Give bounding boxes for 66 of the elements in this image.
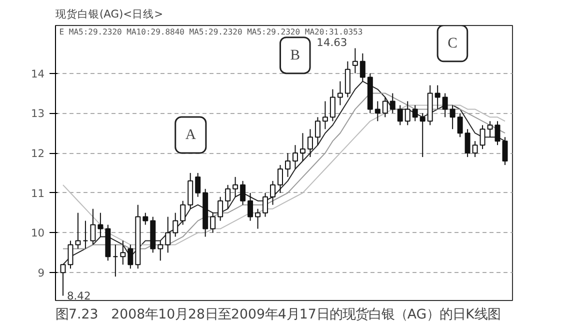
- candlestick: [248, 192, 254, 222]
- candlestick: [278, 164, 283, 194]
- annotation: B: [290, 47, 300, 64]
- candlestick: [142, 212, 148, 226]
- candlestick: [60, 264, 66, 296]
- candlestick: [382, 96, 388, 118]
- y-tick-label: 10: [30, 226, 45, 240]
- candlestick: [172, 212, 178, 238]
- candlestick: [450, 104, 456, 130]
- y-tick-label: 14: [30, 67, 45, 80]
- candlestick: [98, 212, 104, 238]
- candlestick: [344, 60, 350, 98]
- candlestick: [292, 144, 298, 170]
- candlestick: [75, 212, 81, 250]
- candlestick: [434, 84, 440, 110]
- y-tick-label: 11: [30, 186, 45, 200]
- candlestick: [480, 124, 486, 150]
- caption: 图7.23 2008年10月28日至2009年4月17日的现货白银（AG）的日K线图: [56, 308, 500, 322]
- y-tick-label: 13: [30, 107, 45, 120]
- candlestick: [120, 240, 126, 266]
- candlestick: [225, 184, 231, 210]
- candlestick: [240, 180, 246, 206]
- candlestick: [457, 112, 463, 138]
- candlestick: [90, 208, 96, 246]
- candlestick: [307, 128, 313, 158]
- candlestick: [360, 52, 366, 82]
- candlestick: [210, 212, 216, 234]
- candlestick: [390, 92, 396, 114]
- candlestick: [374, 100, 380, 122]
- candlestick: [255, 208, 261, 230]
- candlestick: [322, 100, 328, 130]
- candlestick: [314, 116, 320, 146]
- candlestick: [285, 152, 290, 178]
- candlestick: [165, 216, 171, 254]
- annotation: 14.63: [316, 36, 348, 50]
- candlestick: [502, 136, 508, 166]
- candlestick: [337, 80, 343, 106]
- candlestick: [412, 104, 418, 122]
- candlestick: [472, 140, 478, 158]
- candlestick: [270, 180, 276, 206]
- candlestick: [442, 92, 448, 118]
- candlestick: [404, 100, 410, 126]
- candlestick: [464, 128, 470, 158]
- candlestick: [397, 104, 403, 126]
- candlestick: [158, 240, 164, 262]
- annotation: 8.42: [66, 290, 91, 303]
- chart-title: 现货白银(AG)<日线>: [56, 8, 164, 20]
- candlestick: [330, 88, 336, 122]
- candlestick: [232, 176, 238, 198]
- annotation: E MA5:29.2320 MA10:29.8840 MA5:29.2320 MA5:29.2320 MA20:31.0353: [59, 28, 363, 36]
- candlestick: [68, 240, 74, 270]
- candlestick: [262, 192, 268, 218]
- candlestick: [195, 172, 201, 198]
- candlestick: [180, 200, 186, 226]
- y-tick-label: 12: [30, 147, 45, 160]
- candlestick: [188, 172, 194, 210]
- y-tick-label: 9: [38, 266, 45, 280]
- candlestick: [494, 120, 500, 146]
- candlestick: [218, 196, 224, 222]
- candlestick: [487, 120, 493, 138]
- candlestick: [352, 48, 358, 74]
- annotation: C: [448, 35, 458, 52]
- candlestick: [128, 244, 134, 270]
- annotation: A: [185, 127, 196, 144]
- candlestick: [420, 112, 426, 158]
- candlestick: [300, 132, 306, 162]
